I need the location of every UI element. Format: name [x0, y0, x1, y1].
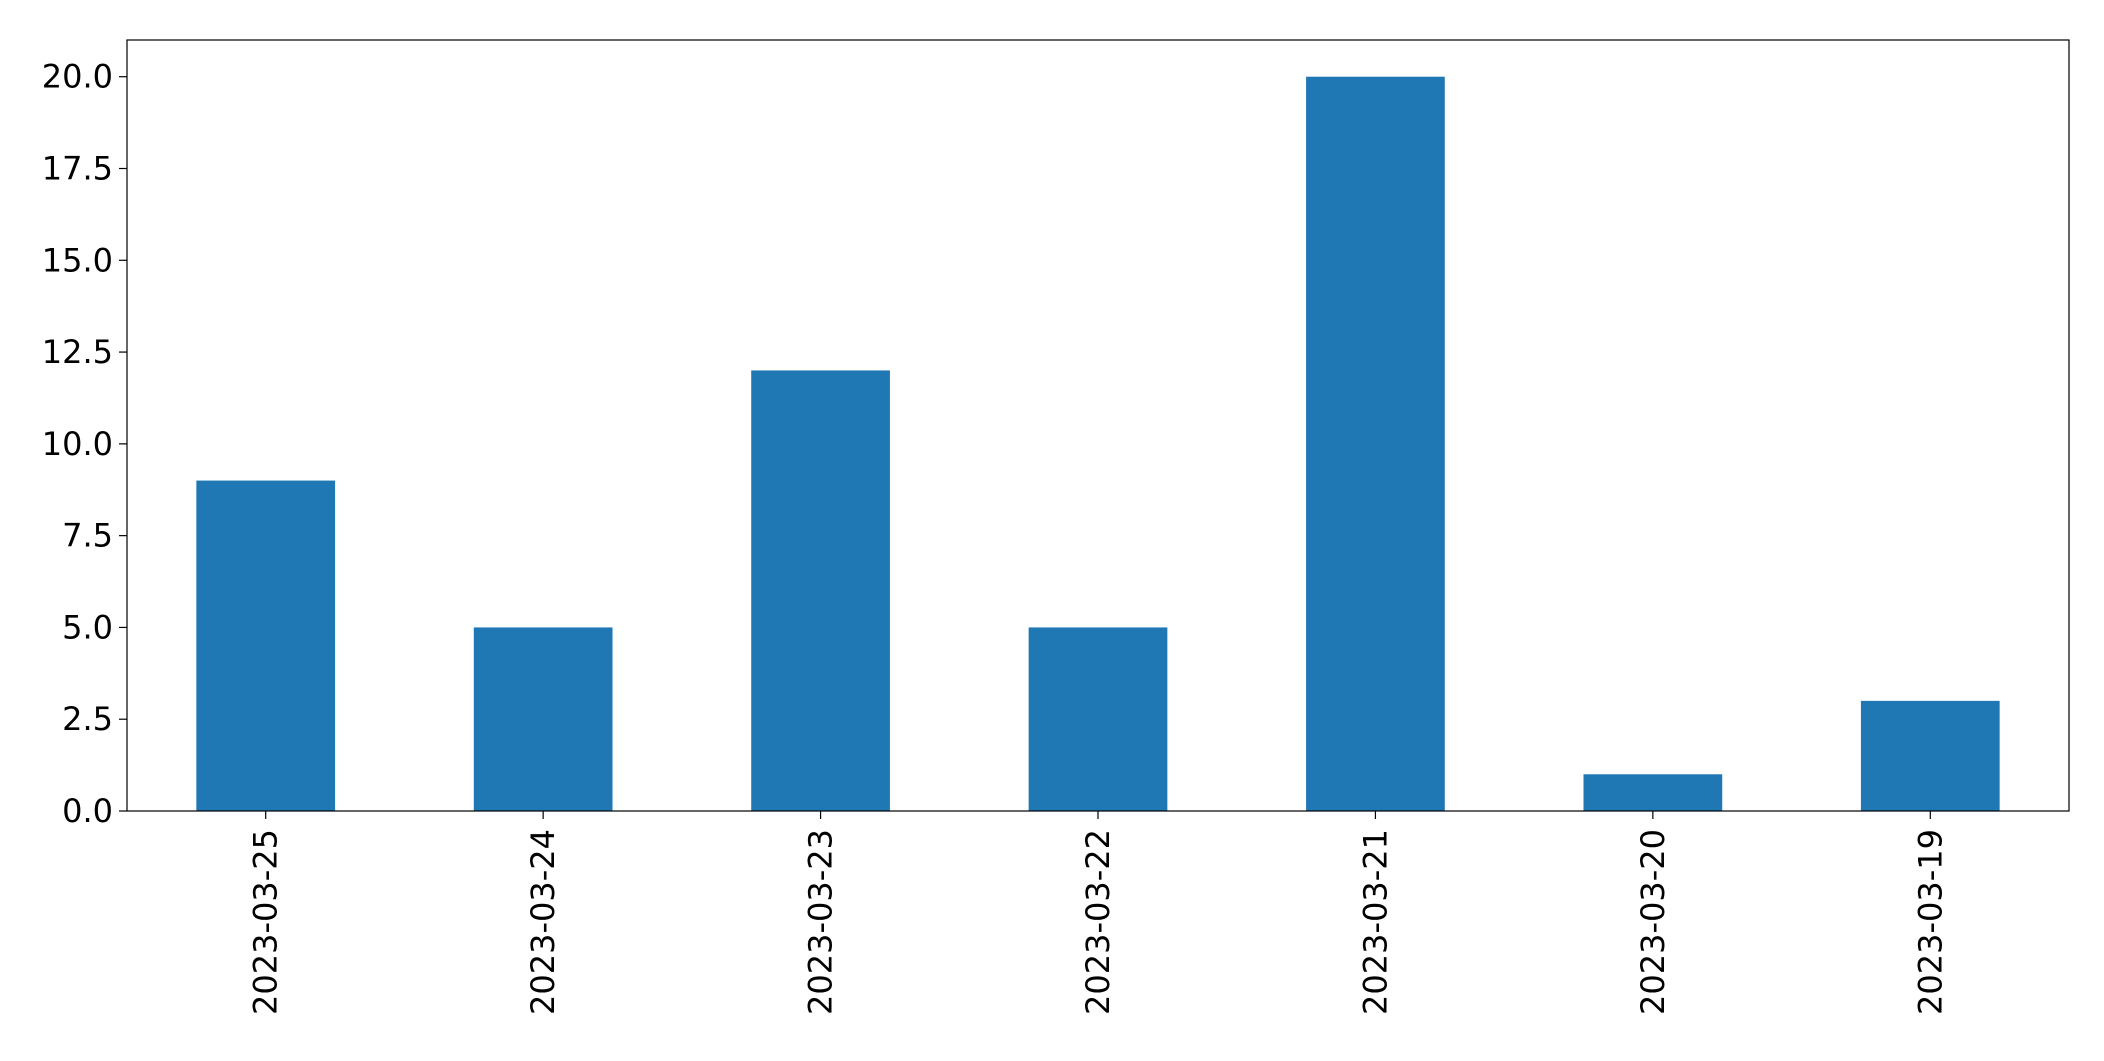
bar-2023-03-24: [473, 627, 613, 811]
bar-2023-03-22: [1028, 627, 1168, 811]
y-tick-label: 17.5: [42, 150, 113, 188]
x-tick-label: 2023-03-21: [1356, 829, 1394, 1015]
y-tick-label: 12.5: [42, 333, 113, 371]
y-tick-label: 10.0: [42, 425, 113, 463]
bars-layer: [196, 76, 2000, 811]
bar-2023-03-25: [196, 480, 336, 811]
x-tick-label: 2023-03-23: [802, 829, 840, 1015]
y-tick-label: 5.0: [62, 608, 113, 646]
y-tick-label: 0.0: [62, 792, 113, 830]
x-tick-label: 2023-03-20: [1634, 829, 1672, 1015]
x-tick-label: 2023-03-24: [524, 829, 562, 1015]
y-tick-label: 15.0: [42, 241, 113, 279]
bar-2023-03-20: [1583, 774, 1723, 811]
x-tick-label: 2023-03-19: [1911, 829, 1949, 1015]
bar-2023-03-19: [1860, 700, 2000, 811]
x-tick-label: 2023-03-22: [1079, 829, 1117, 1015]
bar-2023-03-21: [1306, 76, 1445, 811]
axes-frame: [126, 39, 2070, 812]
y-tick-label: 2.5: [62, 700, 113, 738]
y-axis: 0.0 2.5 5.0 7.5 10.0 12.5 15.0 17.5 20.0: [42, 58, 127, 830]
x-tick-label: 2023-03-25: [247, 829, 285, 1015]
x-axis: 2023-03-25 2023-03-24 2023-03-23 2023-03-22…: [247, 811, 1949, 1015]
y-tick-label: 20.0: [42, 58, 113, 96]
y-tick-label: 7.5: [62, 517, 113, 555]
bar-2023-03-23: [751, 370, 890, 811]
